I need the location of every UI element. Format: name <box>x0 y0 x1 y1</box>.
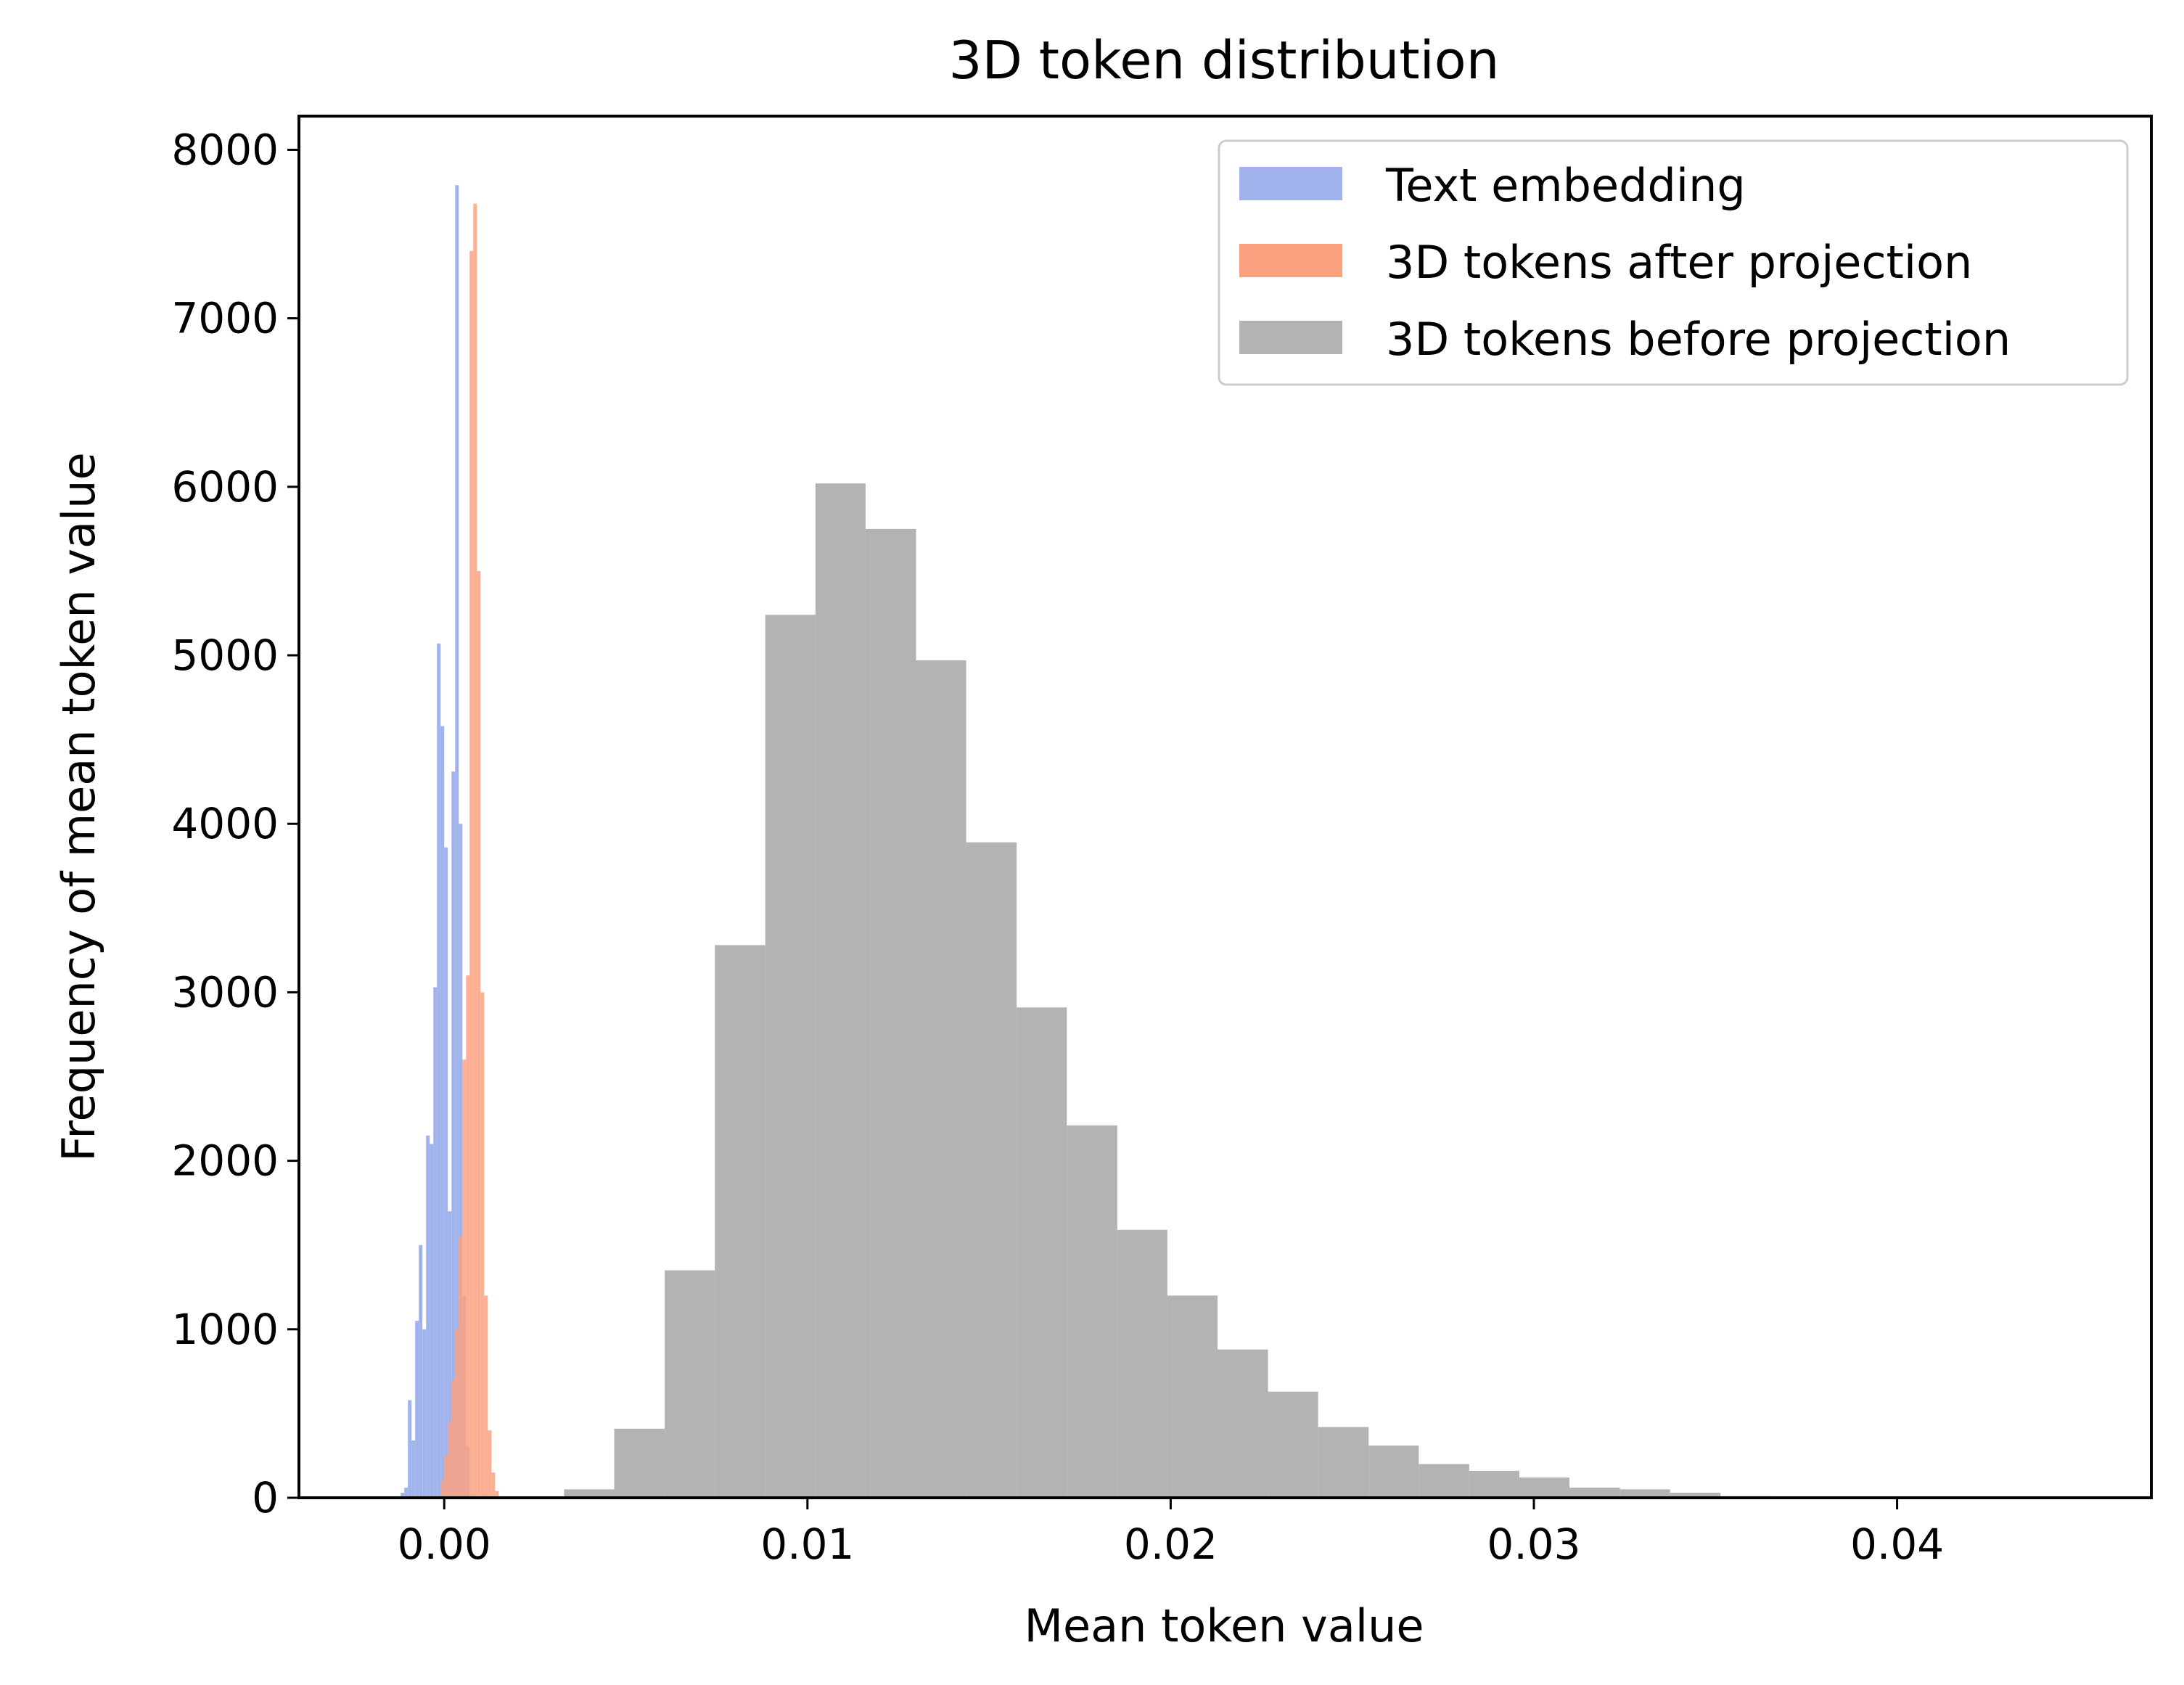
bar-3d-tokens-after-projection-4 <box>455 1329 459 1498</box>
y-tick-label: 0 <box>252 1473 279 1522</box>
bar-3d-tokens-before-projection-11 <box>1117 1229 1167 1498</box>
legend-swatch-before-projection <box>1239 321 1342 354</box>
y-axis-label: Frequency of mean token value <box>52 452 105 1161</box>
bar-text-embedding-8 <box>430 1144 434 1498</box>
x-tick-label: 0.03 <box>1487 1520 1580 1569</box>
x-tick-label: 0.01 <box>760 1520 854 1569</box>
plot-frame <box>297 115 2153 1499</box>
y-tick-label: 3000 <box>171 967 279 1017</box>
bar-text-embedding-12 <box>444 847 448 1498</box>
bar-3d-tokens-after-projection-3 <box>451 1379 456 1498</box>
bar-3d-tokens-before-projection-21 <box>1619 1489 1670 1498</box>
bar-text-embedding-2 <box>408 1400 412 1498</box>
bar-3d-tokens-before-projection-22 <box>1670 1493 1721 1498</box>
bars-layer <box>401 185 2073 1499</box>
bar-3d-tokens-after-projection-14 <box>491 1472 496 1498</box>
bar-3d-tokens-after-projection-5 <box>459 1237 463 1498</box>
bar-text-embedding-4 <box>415 1321 419 1498</box>
y-tick-label: 1000 <box>171 1305 279 1354</box>
legend-box <box>1218 139 2129 386</box>
bar-text-embedding-9 <box>433 987 438 1498</box>
bar-3d-tokens-before-projection-9 <box>1017 1007 1067 1498</box>
series-3d-tokens-after-projection <box>440 203 499 1499</box>
bar-3d-tokens-before-projection-7 <box>916 660 966 1498</box>
legend-label-before-projection: 3D tokens before projection <box>1386 313 2011 366</box>
bar-3d-tokens-before-projection-6 <box>865 528 916 1498</box>
bar-text-embedding-1 <box>404 1488 409 1498</box>
bar-3d-tokens-after-projection-11 <box>480 992 485 1498</box>
bar-3d-tokens-after-projection-7 <box>466 975 470 1498</box>
x-tick-label: 0.00 <box>398 1520 491 1569</box>
bar-3d-tokens-before-projection-20 <box>1569 1488 1620 1498</box>
bar-text-embedding-6 <box>422 1329 427 1498</box>
bar-3d-tokens-before-projection-8 <box>966 842 1017 1498</box>
bar-3d-tokens-before-projection-1 <box>614 1428 665 1498</box>
bar-3d-tokens-after-projection-10 <box>477 570 481 1499</box>
bar-3d-tokens-before-projection-10 <box>1067 1125 1117 1498</box>
bar-3d-tokens-before-projection-0 <box>564 1489 615 1498</box>
y-axis: 0 1000 2000 3000 4000 5000 6000 7000 8000 <box>171 125 299 1522</box>
bar-3d-tokens-after-projection-0 <box>440 1480 445 1498</box>
bar-3d-tokens-before-projection-16 <box>1368 1446 1419 1498</box>
bar-3d-tokens-after-projection-13 <box>488 1430 492 1498</box>
y-tick-label: 8000 <box>171 125 279 174</box>
bar-text-embedding-11 <box>440 726 445 1498</box>
legend-label-text-embedding: Text embedding <box>1385 159 1746 212</box>
bar-3d-tokens-before-projection-15 <box>1318 1427 1369 1498</box>
y-tick-label: 6000 <box>171 462 279 512</box>
bar-3d-tokens-before-projection-12 <box>1167 1295 1218 1498</box>
bar-3d-tokens-before-projection-13 <box>1217 1349 1268 1498</box>
legend: Text embedding 3D tokens after projectio… <box>1218 139 2129 386</box>
bar-3d-tokens-after-projection-2 <box>448 1422 452 1498</box>
bar-text-embedding-7 <box>426 1135 430 1498</box>
x-axis: 0.00 0.01 0.02 0.03 0.04 <box>398 1498 1944 1569</box>
chart-title: 3D token distribution <box>949 30 1500 91</box>
bar-text-embedding-3 <box>411 1440 416 1498</box>
y-tick-label: 4000 <box>171 799 279 848</box>
bar-text-embedding-14 <box>451 771 456 1498</box>
bar-text-embedding-5 <box>419 1245 423 1498</box>
legend-swatch-after-projection <box>1239 244 1342 277</box>
bar-3d-tokens-before-projection-5 <box>815 483 866 1499</box>
bar-3d-tokens-before-projection-18 <box>1469 1470 1519 1498</box>
bar-text-embedding-16 <box>459 824 463 1498</box>
series-text-embedding <box>401 185 470 1499</box>
x-tick-label: 0.02 <box>1124 1520 1218 1569</box>
bar-3d-tokens-after-projection-15 <box>495 1491 499 1498</box>
bar-text-embedding-15 <box>455 185 459 1499</box>
x-axis-label: Mean token value <box>1024 1599 1424 1652</box>
bar-3d-tokens-after-projection-6 <box>462 1059 467 1498</box>
bar-3d-tokens-before-projection-3 <box>715 945 765 1498</box>
bar-text-embedding-13 <box>448 1211 452 1498</box>
bar-3d-tokens-before-projection-2 <box>665 1270 715 1498</box>
bar-3d-tokens-before-projection-14 <box>1268 1391 1318 1498</box>
bar-text-embedding-0 <box>401 1493 405 1498</box>
y-tick-label: 5000 <box>171 631 279 680</box>
series-3d-tokens-before-projection <box>564 483 2073 1499</box>
x-tick-label: 0.04 <box>1850 1520 1944 1569</box>
bar-3d-tokens-after-projection-12 <box>484 1295 488 1498</box>
bar-text-embedding-10 <box>437 643 441 1498</box>
bar-3d-tokens-after-projection-8 <box>469 250 474 1498</box>
legend-swatch-text-embedding <box>1239 167 1342 200</box>
y-tick-label: 7000 <box>171 294 279 343</box>
y-tick-label: 2000 <box>171 1136 279 1186</box>
legend-label-after-projection: 3D tokens after projection <box>1386 236 1972 289</box>
bar-3d-tokens-after-projection-9 <box>473 203 477 1498</box>
bar-3d-tokens-before-projection-4 <box>765 615 816 1498</box>
bar-3d-tokens-before-projection-17 <box>1419 1464 1469 1498</box>
bar-3d-tokens-after-projection-1 <box>444 1455 448 1498</box>
bar-3d-tokens-before-projection-19 <box>1519 1477 1570 1498</box>
